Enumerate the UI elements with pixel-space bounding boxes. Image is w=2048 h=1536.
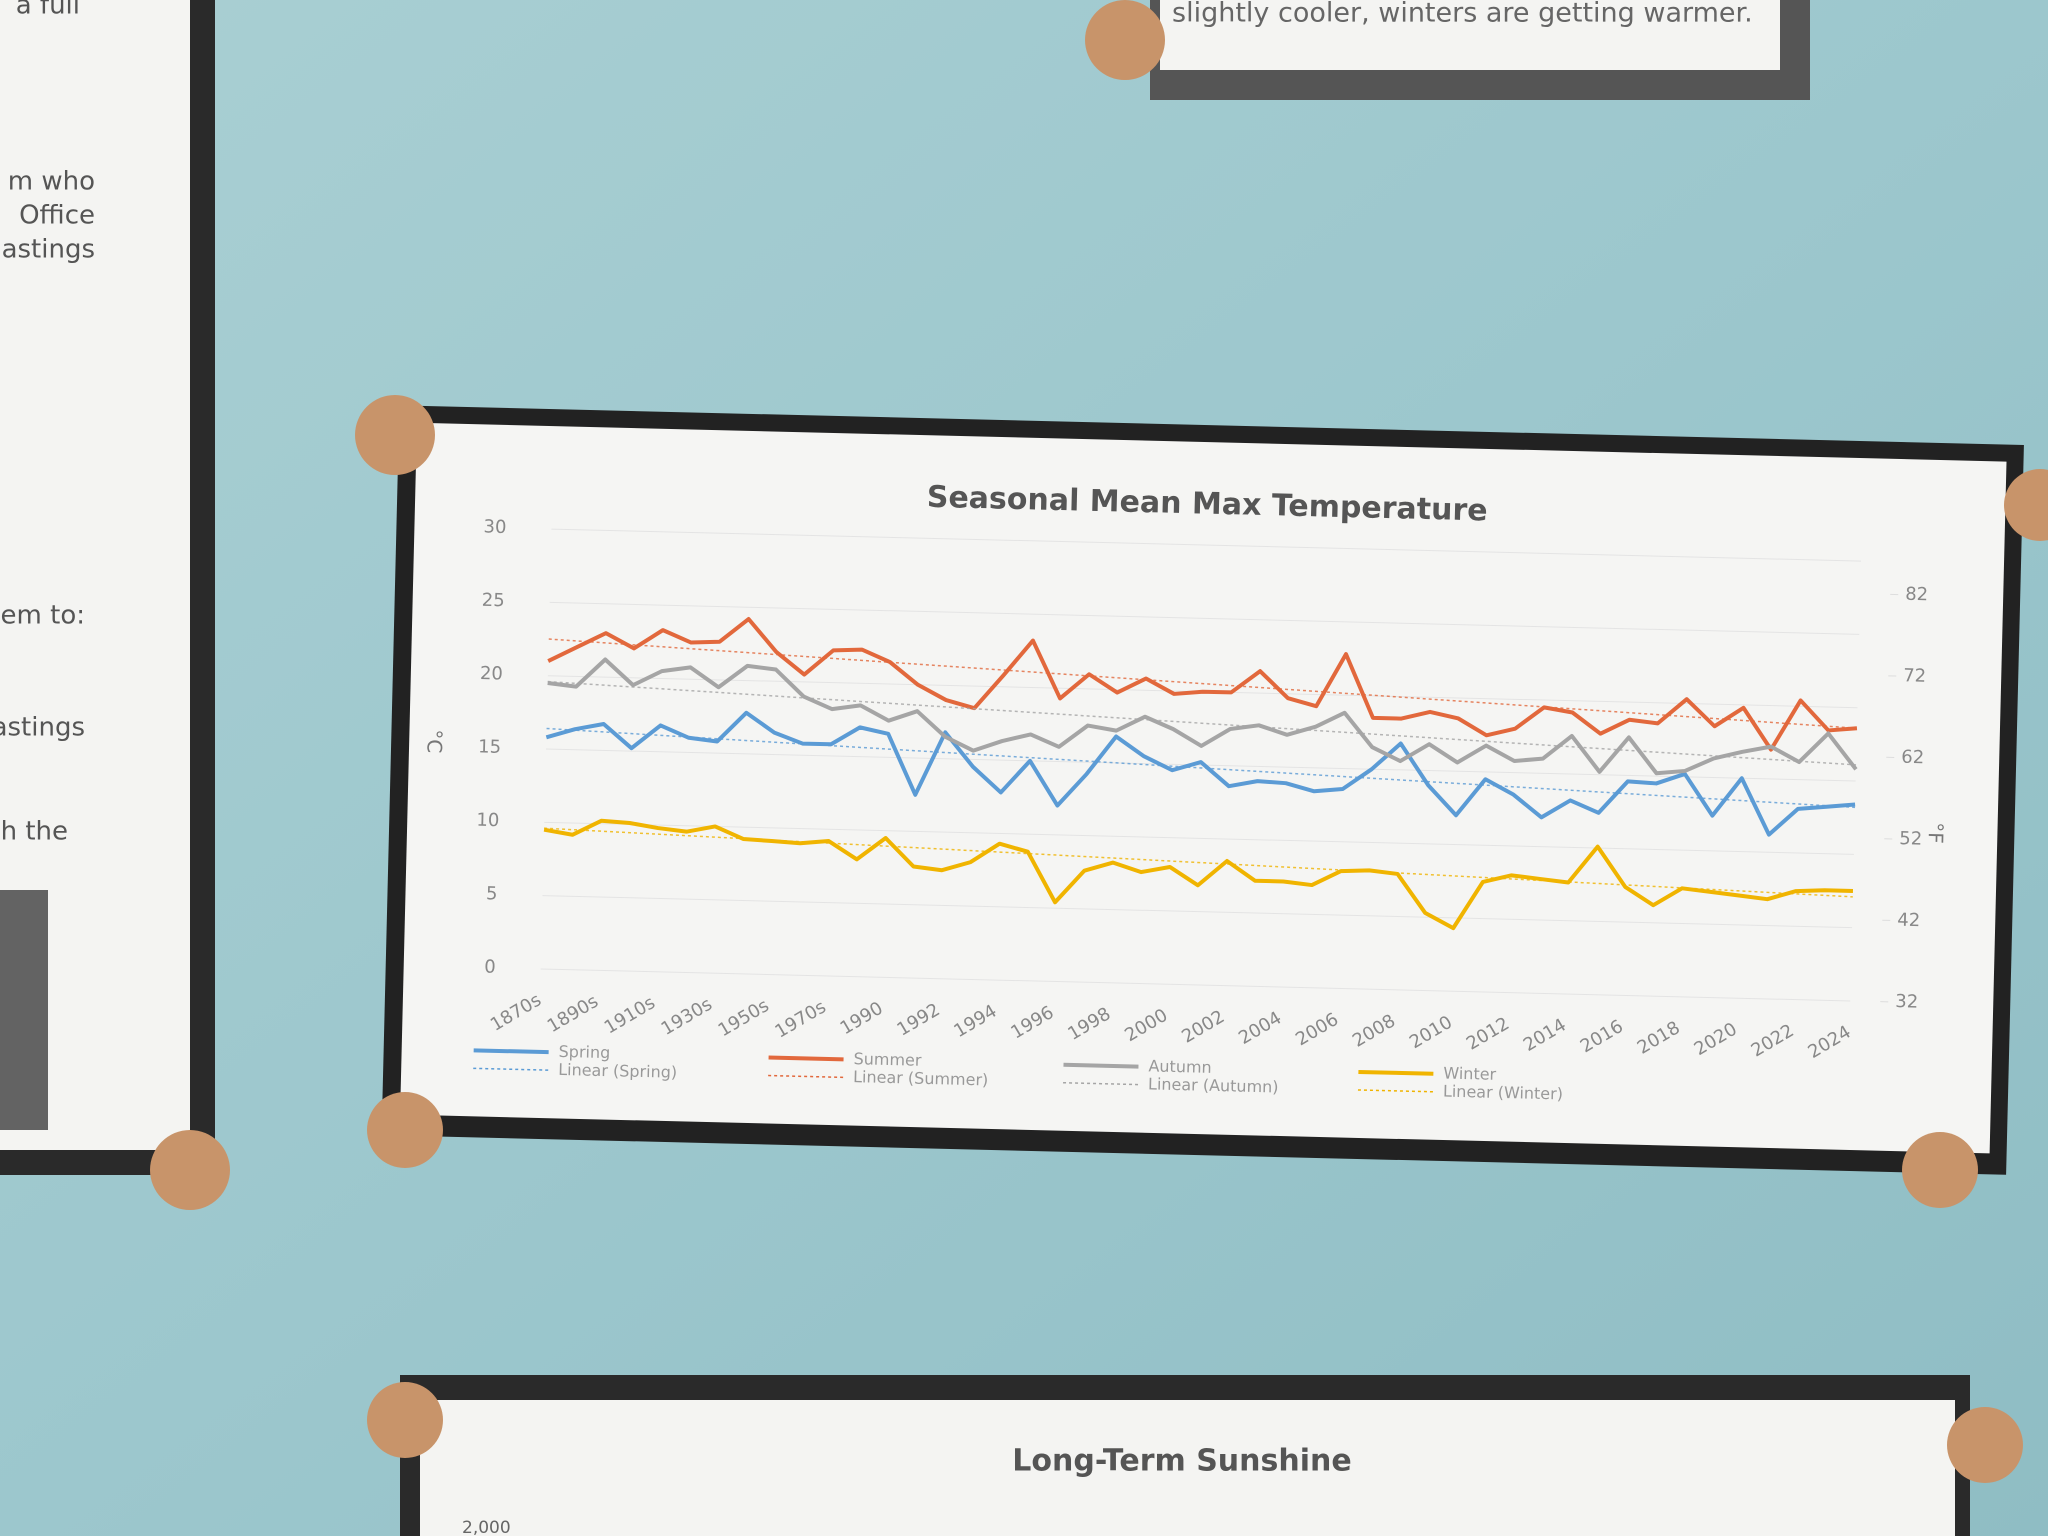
series-line	[543, 818, 1854, 931]
pin	[367, 1092, 443, 1168]
chart-paper	[400, 422, 2007, 1154]
pin	[355, 395, 435, 475]
y-tick-label: 25	[482, 590, 505, 612]
fragment: astings	[0, 713, 85, 743]
pin	[2004, 469, 2048, 541]
y-tick-label: 20	[480, 663, 503, 685]
pin	[1902, 1132, 1978, 1208]
legend-swatch	[768, 1074, 844, 1079]
legend-label: Winter	[1443, 1064, 1497, 1084]
bottom-paper	[420, 1400, 1955, 1536]
bottom-tick: 2,000	[462, 1518, 511, 1536]
pin	[1085, 0, 1165, 80]
y-tick-label: 5	[486, 883, 498, 904]
fragment: Office	[19, 201, 95, 231]
top-paper	[1160, 0, 1780, 70]
top-note: slightly cooler, winters are getting war…	[1172, 0, 1753, 29]
legend-swatch	[768, 1055, 844, 1062]
y-tick-label: 10	[476, 810, 499, 832]
y2-axis-label: °F	[1924, 822, 1949, 844]
pins	[150, 0, 2048, 1483]
legend-swatch	[1358, 1069, 1434, 1076]
y2-tick-label: 72	[1903, 665, 1926, 687]
y2-tick-label: 32	[1895, 991, 1918, 1013]
legend-label: Linear (Summer)	[853, 1067, 989, 1089]
legend-label: Linear (Winter)	[1443, 1082, 1563, 1104]
fragment: m who	[8, 167, 95, 197]
bottom-title: Long-Term Sunshine	[1012, 1444, 1351, 1479]
grid-line	[549, 601, 1860, 635]
grid-line	[540, 968, 1851, 1002]
legend-swatch	[473, 1048, 549, 1055]
pin	[367, 1382, 443, 1458]
legend-label: Linear (Autumn)	[1148, 1074, 1279, 1096]
series-line	[547, 657, 1858, 776]
grid-line	[544, 821, 1854, 855]
y-tick-label: 30	[483, 516, 506, 538]
y2-tick-label: 62	[1901, 747, 1924, 769]
series-line	[547, 617, 1858, 752]
qr-code	[0, 890, 48, 1130]
y2-tick-label: 42	[1897, 910, 1920, 932]
trend-line	[548, 638, 1858, 729]
grid-line	[551, 528, 1862, 562]
legend-swatch	[1063, 1081, 1139, 1086]
legend-label: Linear (Spring)	[558, 1060, 677, 1082]
legend-swatch	[1357, 1089, 1433, 1093]
legend-swatch	[473, 1067, 549, 1071]
grid-line	[542, 895, 1853, 929]
pin	[1947, 1407, 2023, 1483]
pin	[150, 1130, 230, 1210]
series-line	[545, 710, 1856, 837]
fragment: h the	[1, 817, 68, 847]
fragment: astings	[2, 235, 95, 265]
y-tick-label: 0	[484, 957, 496, 978]
grid-line	[546, 748, 1856, 782]
fragment: a full	[16, 0, 80, 21]
legend-swatch	[1063, 1062, 1139, 1069]
fragment: em to:	[1, 601, 85, 631]
legend-label: Summer	[853, 1049, 922, 1070]
legend-label: Autumn	[1148, 1056, 1212, 1077]
chart-notice: Seasonal Mean Max Temperature °C °F 0510…	[381, 405, 2024, 1175]
y-axis-label: °C	[422, 729, 447, 754]
trend-line	[546, 727, 1856, 809]
left-text: a full m who Office astings em to: astin…	[0, 0, 95, 847]
y2-tick-label: 82	[1905, 584, 1928, 606]
y-tick-label: 15	[478, 736, 501, 758]
legend-label: Spring	[558, 1042, 610, 1062]
y2-tick-label: 52	[1899, 828, 1922, 850]
